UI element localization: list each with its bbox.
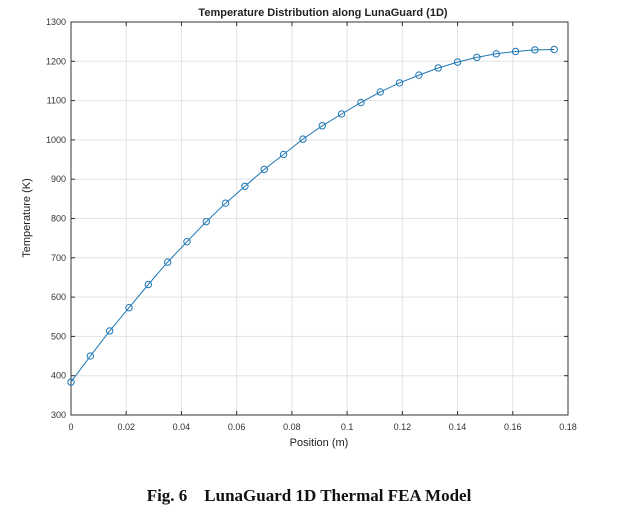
data-point [279,150,288,159]
chart-title: Temperature Distribution along LunaGuard… [198,7,447,19]
data-point [492,50,500,58]
x-tick-label: 0 [68,422,73,432]
data-point [221,199,230,207]
x-tick-label: 0.02 [117,422,135,432]
data-point [550,45,558,54]
x-tick-label: 0.04 [173,422,191,432]
data-point [415,71,423,79]
y-tick-label: 1200 [46,56,66,66]
y-tick-label: 700 [51,253,66,263]
data-point [67,378,75,386]
x-tick-label: 0.08 [283,422,301,432]
data-point [337,110,346,118]
data-point [125,304,133,312]
x-axis-label: Position (m) [290,437,349,449]
x-tick-label: 0.1 [341,422,354,432]
axes: 0 0.02 0.04 0.06 0.08 0.1 0.12 0.14 0.16 0.18 300 4… [46,17,577,432]
data-point [202,217,210,226]
y-tick-label: 300 [51,410,66,420]
data-point [260,165,268,174]
data-point [163,258,172,266]
y-axis-label: Temperature (K) [21,178,33,257]
y-tick-label: 1100 [47,96,66,106]
data-point [434,64,442,72]
plot-frame [70,21,569,416]
y-tick-label: 500 [51,331,66,341]
data-point [105,327,114,335]
x-tick-label: 0.14 [449,422,467,432]
y-tick-label: 900 [51,174,66,184]
data-point [453,58,462,66]
data-point [318,122,326,130]
figure-caption: Fig. 6 LunaGuard 1D Thermal FEA Model [146,486,472,505]
data-series [67,45,558,386]
y-tick-label: 800 [51,214,66,224]
y-tick-label: 400 [51,371,66,381]
y-tick-label: 1300 [46,17,66,27]
y-tick-label: 1000 [46,135,66,145]
y-tick-label: 600 [51,292,66,302]
data-point [357,98,365,107]
data-point [531,46,539,54]
x-tick-label: 0.06 [228,422,246,432]
x-tick-label: 0.12 [394,422,412,432]
x-tick-label: 0.18 [559,422,577,432]
x-tick-label: 0.16 [504,422,522,432]
data-point [86,352,95,360]
data-point [183,237,191,246]
grid-lines [71,22,568,415]
data-point [241,182,249,190]
data-point [395,79,404,87]
data-point [511,47,520,56]
data-point [473,53,481,62]
data-point [299,135,307,143]
data-point [376,88,384,96]
data-point [144,280,153,289]
